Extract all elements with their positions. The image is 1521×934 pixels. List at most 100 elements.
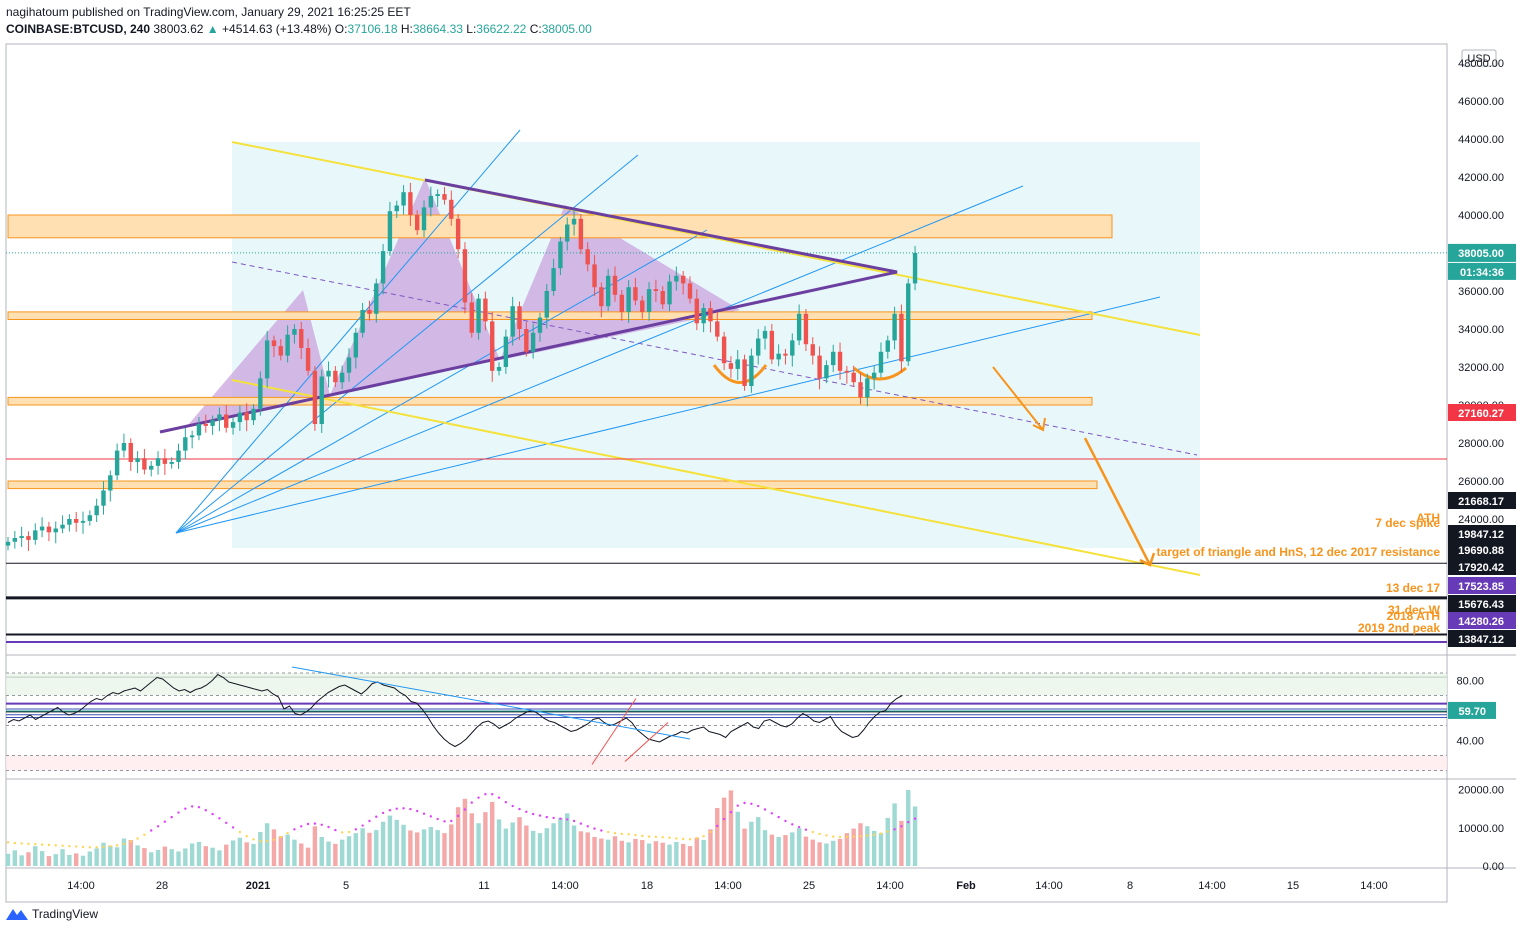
volume-ma-dot: [722, 817, 726, 821]
volume-ma-dot: [893, 828, 896, 831]
close-label: C:: [529, 22, 542, 36]
candles: [5, 182, 918, 551]
candle-body: [367, 310, 372, 314]
price-tick: 24000.00: [1458, 514, 1504, 526]
rsi-line: [7, 673, 903, 748]
volume-ma-dot: [661, 836, 664, 839]
candle-body: [769, 330, 775, 360]
volume-ma-dot: [777, 815, 780, 819]
candle-body: [142, 458, 147, 470]
candle-body: [762, 330, 768, 339]
candle-body: [455, 218, 461, 250]
volume-ma-dot: [177, 811, 180, 814]
candle-body: [640, 300, 645, 312]
volume-bar: [19, 855, 24, 866]
volume-ma-dot: [150, 829, 153, 832]
candle-body: [237, 412, 243, 423]
candle-body: [271, 340, 277, 347]
volume-ma-dot: [907, 820, 910, 824]
volume-ma-dot: [627, 833, 630, 836]
candle-body: [865, 378, 870, 398]
volume-bar: [169, 849, 174, 866]
chart-annotation: 7 dec spike: [1375, 516, 1440, 530]
candle-body: [33, 530, 38, 540]
symbol-name[interactable]: COINBASE:BTCUSD, 240: [6, 22, 151, 36]
volume-bar: [251, 843, 256, 866]
candle-body: [108, 475, 113, 491]
drawings: [6, 129, 1447, 719]
volume-bar: [912, 806, 918, 866]
volume-ma-dot: [886, 830, 889, 833]
volume-bar: [476, 823, 481, 866]
volume-ma-dot: [647, 835, 651, 838]
price-tag-label: 13847.12: [1458, 634, 1504, 646]
chart-annotation: 13 dec 17: [1386, 581, 1440, 595]
volume-bar: [858, 823, 863, 866]
volume-bar: [26, 852, 31, 866]
volume-ma-dot: [6, 841, 10, 844]
price-tag-label: 19847.12: [1458, 529, 1504, 541]
volume-ma-dot: [818, 832, 821, 836]
candle-body: [831, 351, 836, 366]
volume-bar: [142, 848, 147, 866]
volume-ma-dot: [634, 833, 637, 837]
candle-body: [162, 458, 168, 464]
low-label: L:: [466, 22, 477, 36]
volume-ma-dot: [443, 820, 446, 823]
time-tick: 14:00: [1360, 880, 1388, 892]
volume-bar: [339, 839, 345, 866]
volume-bar: [524, 825, 529, 866]
arrow-head: [1139, 552, 1156, 567]
time-tick: 18: [641, 880, 653, 892]
volume-bar: [333, 843, 338, 866]
currency-label: USD: [1467, 53, 1490, 65]
hns-left-shoulder: [188, 290, 330, 425]
candle-body: [490, 321, 495, 371]
volume-bar: [783, 835, 788, 866]
brand-label: TradingView: [32, 907, 99, 921]
volume-ma-dot: [109, 844, 112, 848]
volume-ma-dot: [757, 804, 760, 808]
volume-bar: [599, 838, 604, 866]
volume-ma-dot: [34, 843, 37, 846]
candle-body: [449, 199, 454, 219]
volume-bar: [565, 813, 570, 866]
candle-body: [94, 505, 99, 516]
volume-ma-dot: [388, 809, 392, 812]
volume-bar: [490, 801, 495, 866]
candle-body: [892, 313, 897, 341]
candle-body: [244, 412, 249, 421]
candle-body: [305, 348, 311, 371]
volume-bar: [769, 834, 775, 866]
candle-body: [708, 308, 713, 322]
volume-bar: [53, 854, 58, 866]
volume-bar: [824, 843, 829, 866]
fib-fan-line: [175, 229, 708, 534]
price-tag: [1448, 630, 1516, 647]
volume-ma-dot: [838, 835, 842, 839]
volume-bar: [708, 829, 713, 866]
candle-body: [121, 443, 127, 451]
candle-body: [510, 306, 515, 337]
volume-bar: [742, 828, 747, 866]
volume-bar: [428, 827, 434, 866]
volume-ma-dot: [265, 839, 269, 843]
volume-bar: [101, 842, 106, 866]
candle-body: [912, 252, 918, 284]
volume-ma-dot: [47, 843, 51, 847]
volume-bar: [653, 841, 659, 866]
volume-bar: [831, 840, 836, 866]
candle-body: [810, 344, 815, 356]
price-tag-label: 21668.17: [1458, 496, 1504, 508]
candle-body: [803, 313, 809, 345]
volume-ma-dot: [484, 793, 487, 796]
time-tick: 2021: [246, 880, 270, 892]
volume-ma-dot: [525, 810, 528, 813]
candle-body: [264, 340, 270, 379]
volume-ma-dot: [340, 831, 344, 834]
volume-ma-dot: [286, 831, 289, 835]
volume-bar: [544, 828, 549, 866]
volume-bar: [189, 843, 195, 866]
price-tag: [1448, 612, 1516, 629]
